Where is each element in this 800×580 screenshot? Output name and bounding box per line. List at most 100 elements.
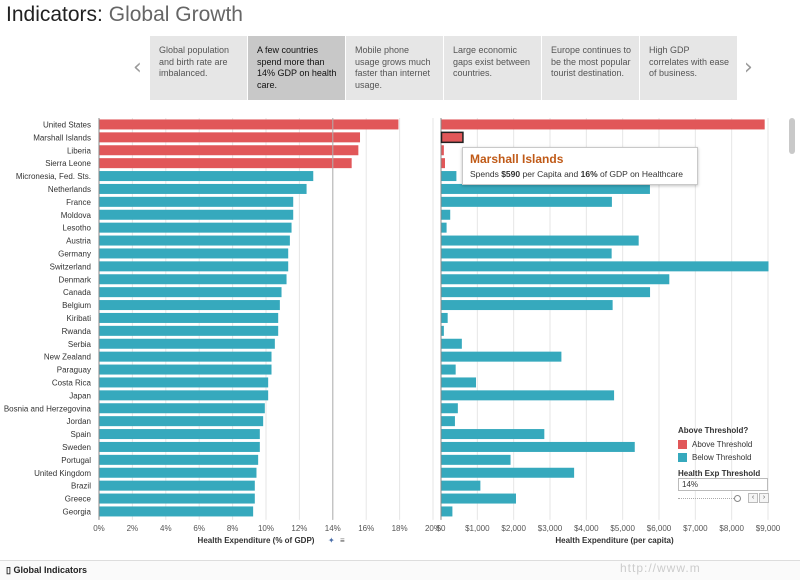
- threshold-slider[interactable]: ‹ ›: [678, 493, 770, 505]
- gdp-bar: [99, 196, 294, 207]
- country-label: Greece: [65, 495, 92, 504]
- country-label: Marshall Islands: [33, 133, 91, 142]
- capita-bar: [441, 364, 456, 375]
- capita-bar: [441, 158, 445, 169]
- country-label: Georgia: [63, 507, 92, 516]
- country-label: Austria: [66, 237, 91, 246]
- gdp-bar: [99, 145, 359, 156]
- country-label: Bosnia and Herzegovina: [4, 404, 92, 413]
- capita-bar: [441, 248, 612, 259]
- sort-icon: ≡: [340, 536, 345, 545]
- health-expenditure-chart: 0% 2% 4% 6% 8% 10% 12% 14% 16% 18% 20% Health Expen…: [4, 118, 781, 545]
- slider-thumb[interactable]: [734, 495, 741, 502]
- country-label: Brazil: [71, 482, 91, 491]
- scrollbar-thumb[interactable]: [789, 118, 795, 154]
- country-label: Serbia: [68, 340, 92, 349]
- capita-bar: [441, 235, 639, 246]
- gdp-bar: [99, 119, 399, 130]
- vertical-scrollbar[interactable]: [788, 110, 796, 520]
- capita-bar: [440, 131, 464, 144]
- country-label: Micronesia, Fed. Sts.: [16, 172, 91, 181]
- book-icon: ▯: [6, 565, 11, 575]
- gdp-bar: [99, 493, 255, 504]
- story-point-4[interactable]: Large economic gaps exist between countr…: [444, 36, 542, 100]
- capita-bar: [441, 429, 545, 440]
- gdp-bar: [99, 416, 264, 427]
- capita-bar: [441, 183, 650, 194]
- legend-item-above[interactable]: Above Threshold: [678, 438, 778, 451]
- capita-tick-label: $5,000: [610, 524, 635, 533]
- capita-bar: [441, 441, 635, 452]
- gdp-bar: [99, 429, 260, 440]
- story-point-2[interactable]: A few countries spend more than 14% GDP …: [248, 36, 346, 100]
- story-point-6[interactable]: High GDP correlates with ease of busines…: [640, 36, 738, 100]
- gdp-tick-label: 4%: [160, 524, 172, 533]
- capita-bar: [441, 261, 769, 272]
- legend-swatch-above: [678, 440, 687, 449]
- capita-bar: [441, 390, 615, 401]
- country-label: France: [66, 198, 91, 207]
- legend-item-below[interactable]: Below Threshold: [678, 451, 778, 464]
- workbook-name[interactable]: ▯ Global Indicators: [6, 565, 87, 575]
- footer-bar: ▯ Global Indicators: [0, 560, 800, 580]
- chevron-left-icon[interactable]: ‹: [133, 55, 142, 80]
- capita-bar: [441, 467, 575, 478]
- gdp-bar: [99, 390, 269, 401]
- story-point-3[interactable]: Mobile phone usage grows much faster tha…: [346, 36, 444, 100]
- gdp-bar: [99, 351, 272, 362]
- gdp-bar: [99, 248, 289, 259]
- gdp-tick-label: 0%: [93, 524, 105, 533]
- gdp-bar: [99, 300, 280, 311]
- gdp-tick-label: 10%: [258, 524, 274, 533]
- gdp-bar: [99, 287, 282, 298]
- gdp-bar: [99, 467, 257, 478]
- gdp-bar: [99, 132, 361, 143]
- legend-swatch-below: [678, 453, 687, 462]
- tooltip-body: Spends $590 per Capita and 16% of GDP on…: [470, 169, 683, 179]
- country-label: Kiribati: [67, 314, 92, 323]
- gdp-tick-label: 16%: [358, 524, 374, 533]
- story-navigator: Global population and birth rate are imb…: [150, 36, 740, 100]
- gdp-tick-label: 12%: [291, 524, 307, 533]
- country-label: United States: [43, 120, 91, 129]
- country-label: Lesotho: [63, 224, 92, 233]
- gdp-bar: [99, 183, 307, 194]
- gdp-tick-label: 20%: [425, 524, 441, 533]
- gdp-tick-label: 18%: [392, 524, 408, 533]
- gdp-bar: [99, 338, 275, 349]
- slider-increment-button[interactable]: ›: [759, 493, 769, 503]
- capita-bar: [441, 338, 462, 349]
- capita-bar: [441, 454, 511, 465]
- country-label: Sweden: [62, 443, 91, 452]
- chevron-right-icon[interactable]: ›: [744, 55, 753, 80]
- capita-bar: [441, 222, 447, 233]
- capita-axis-title: Health Expenditure (per capita): [555, 536, 674, 545]
- capita-bar: [441, 274, 670, 285]
- capita-bar: [441, 312, 448, 323]
- parameter-title: Health Exp Threshold: [678, 469, 761, 478]
- story-point-1[interactable]: Global population and birth rate are imb…: [150, 36, 248, 100]
- gdp-tick-label: 6%: [193, 524, 205, 533]
- capita-tick-label: $1,000: [465, 524, 490, 533]
- gdp-bar: [99, 441, 260, 452]
- gdp-bar: [99, 325, 279, 336]
- country-label: Netherlands: [48, 185, 91, 194]
- slider-decrement-button[interactable]: ‹: [748, 493, 758, 503]
- country-label: Jordan: [67, 417, 91, 426]
- slider-track: [678, 498, 740, 499]
- country-label: Sierra Leone: [45, 159, 91, 168]
- threshold-input[interactable]: 14%: [678, 478, 768, 491]
- country-label: Spain: [71, 430, 91, 439]
- gdp-bar: [99, 235, 290, 246]
- gdp-bar: [99, 274, 287, 285]
- gdp-bar: [99, 403, 265, 414]
- page-title: Indicators: Global Growth: [6, 3, 243, 26]
- capita-bar: [441, 145, 444, 156]
- country-label: Canada: [63, 288, 92, 297]
- story-point-5[interactable]: Europe continues to be the most popular …: [542, 36, 640, 100]
- gdp-bar: [99, 377, 269, 388]
- gdp-bar: [99, 312, 279, 323]
- country-label: Belgium: [62, 301, 91, 310]
- gdp-tick-label: 8%: [227, 524, 239, 533]
- capita-bar: [441, 300, 613, 311]
